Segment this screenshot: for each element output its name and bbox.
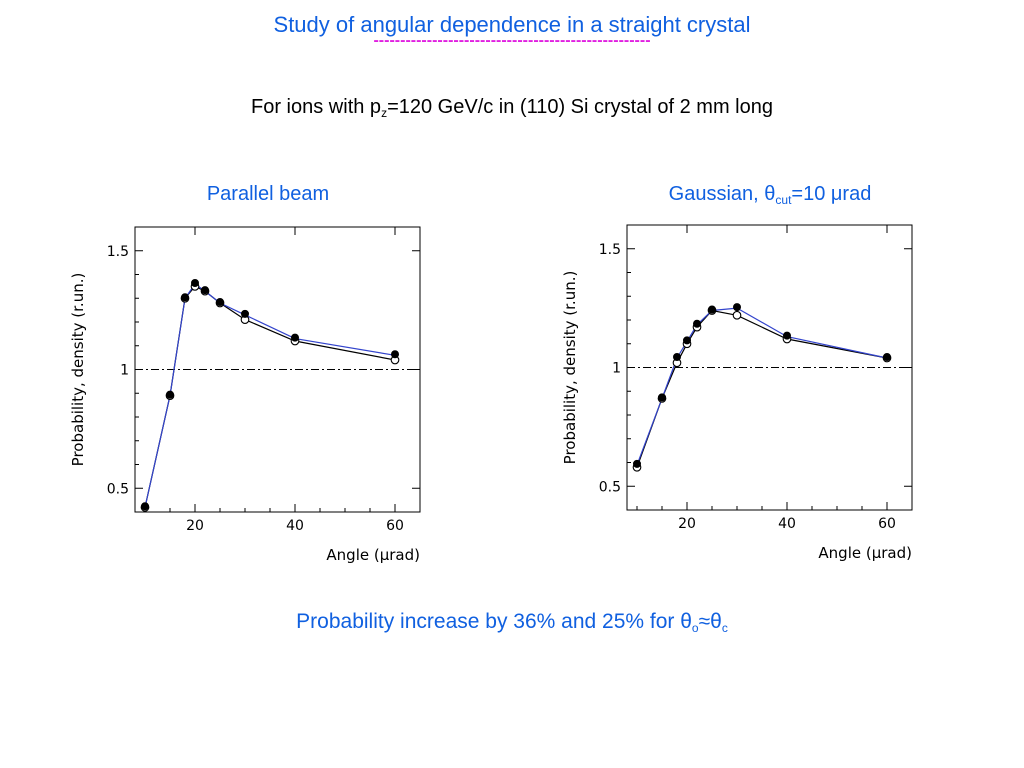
x-tick-label: 20 [678,516,696,532]
chart-2-title: Gaussian, θcut=10 μrad [600,183,940,206]
filled-marker [882,352,891,361]
filled-marker [166,390,175,399]
slide-subtitle: For ions with pz=120 GeV/c in (110) Si c… [0,96,1024,119]
filled-marker [707,305,716,314]
chart-2-title-pre: Gaussian, θ [668,183,776,205]
filled-marker [673,352,682,361]
footer-sub-o: o [691,621,699,635]
filled-marker [190,279,199,288]
slide-title: Study of angular dependence in a straigh… [273,12,751,37]
x-axis-label: Angle (μrad) [326,546,420,564]
filled-marker [390,350,399,359]
x-tick-label: 40 [286,518,304,534]
chart-1-title: Parallel beam [206,183,330,205]
filled-marker [215,298,224,307]
x-tick-label: 60 [878,516,896,532]
x-tick-label: 40 [778,516,796,532]
filled-marker [732,303,741,312]
y-tick-label: 1.5 [599,242,621,258]
y-tick-label: 0.5 [107,481,129,497]
subtitle-pre: For ions with p [251,96,382,118]
chart-2-title-sub: cut [775,193,792,207]
filled-marker [692,319,701,328]
subtitle-post: =120 GeV/c in (110) Si crystal of 2 mm l… [387,96,773,118]
filled-marker [633,459,642,468]
filled-marker [240,309,249,318]
open-marker [732,310,742,320]
y-axis-label: Probability, density (r.un.) [561,271,579,465]
x-tick-label: 60 [386,518,404,534]
filled-marker [290,333,299,342]
y-tick-label: 1 [612,361,621,377]
y-tick-label: 0.5 [599,479,621,495]
filled-marker [658,393,667,402]
filled-marker [682,336,691,345]
chart-parallel-beam: 20 40 60 0.5 1 1.5 Angle (μrad) Probability, de… [69,226,421,564]
subtitle-sub: z [381,106,388,120]
x-tick-label: 20 [186,518,204,534]
filled-marker [200,286,209,295]
chart-2-title-post: =10 μrad [791,183,872,205]
title-underline: ----------------------------------------… [373,32,651,49]
series-line [636,309,888,468]
y-tick-label: 1 [120,363,129,379]
footer-sub-c: c [721,621,728,635]
series-line [144,283,396,508]
footer-mid: ≈θ [698,610,722,633]
footer-pre: Probability increase by 36% and 25% for … [296,610,692,633]
series-line [144,285,396,508]
filled-marker [141,502,150,511]
y-tick-label: 1.5 [107,244,129,260]
filled-marker [181,293,190,302]
filled-marker [782,331,791,340]
x-axis-label: Angle (μrad) [818,544,912,562]
chart-gaussian-beam: 20 40 60 0.5 1 1.5 Angle (μrad) Probability, de… [561,224,913,562]
y-axis-label: Probability, density (r.un.) [69,273,87,467]
series-line [636,307,888,466]
footer-note: Probability increase by 36% and 25% for … [0,610,1024,634]
